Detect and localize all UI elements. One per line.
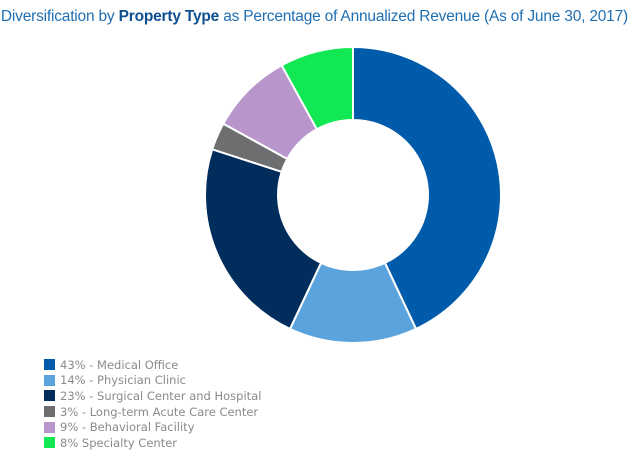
legend-swatch — [44, 359, 55, 371]
donut-slice-medical-office — [352, 45, 502, 331]
donut-slice-surgical-center-and-hospital — [204, 148, 323, 331]
legend-item: 14% - Physician Clinic — [44, 373, 261, 389]
legend-swatch — [44, 390, 55, 402]
title-emphasis: Property Type — [118, 8, 220, 25]
legend-label: 8% Specialty Center — [60, 435, 178, 450]
legend-item: 23% - Surgical Center and Hospital — [44, 388, 261, 404]
legend-item: 43% - Medical Office — [44, 357, 261, 373]
chart-title: Diversification by Property Type as Perc… — [0, 8, 640, 26]
legend-label: 43% - Medical Office — [60, 357, 179, 372]
legend-swatch — [44, 421, 55, 433]
legend-swatch — [44, 374, 55, 386]
title-suffix: as Percentage of Annualized Revenue (As … — [223, 8, 628, 25]
legend-label: 14% - Physician Clinic — [60, 373, 186, 388]
legend-swatch — [44, 406, 55, 418]
legend-item: 8% Specialty Center — [44, 435, 261, 451]
legend-label: 3% - Long-term Acute Care Center — [60, 404, 259, 419]
legend-label: 23% - Surgical Center and Hospital — [60, 388, 262, 403]
legend-swatch — [44, 437, 55, 449]
title-prefix: Diversification by — [0, 8, 115, 25]
legend-label: 9% - Behavioral Facility — [60, 420, 195, 435]
legend-item: 3% - Long-term Acute Care Center — [44, 404, 261, 420]
donut-slice-specialty-center — [280, 45, 354, 131]
chart-legend: 43% - Medical Office 14% - Physician Clin… — [44, 357, 261, 451]
legend-item: 9% - Behavioral Facility — [44, 419, 261, 435]
